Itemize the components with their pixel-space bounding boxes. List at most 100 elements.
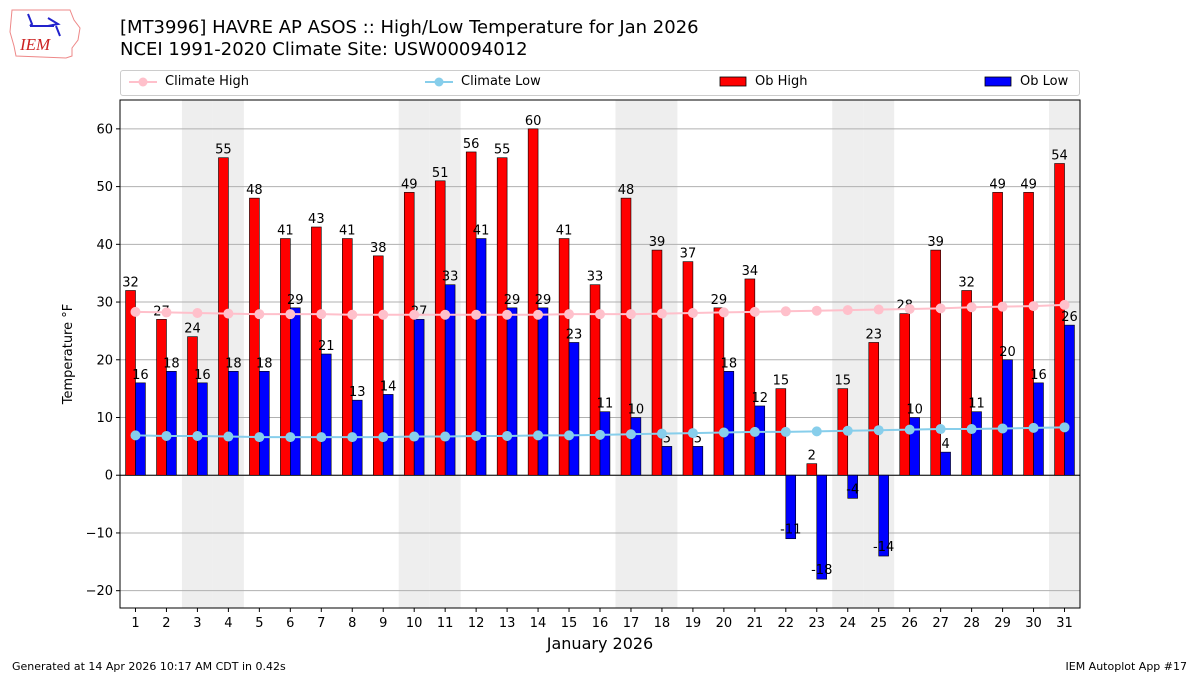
ob-low-bar bbox=[537, 307, 549, 476]
ob-high-bar bbox=[682, 261, 694, 476]
climate-high-point bbox=[749, 306, 760, 317]
ob-low-bar bbox=[909, 417, 920, 476]
x-tick-label: 29 bbox=[994, 616, 1011, 631]
ob-low-bar bbox=[940, 451, 951, 476]
ob-low-label: 11 bbox=[597, 397, 614, 412]
ob-high-label: 29 bbox=[711, 293, 728, 308]
climate-low-point bbox=[130, 430, 141, 441]
climate-low-point bbox=[161, 430, 172, 441]
ob-high-bar bbox=[496, 157, 508, 476]
ob-low-label: 13 bbox=[349, 385, 366, 400]
ob-high-bar bbox=[156, 319, 167, 476]
climate-high-point bbox=[378, 309, 389, 320]
iem-logo: IEM bbox=[9, 9, 81, 59]
climate-high-point bbox=[873, 304, 884, 315]
x-tick-label: 20 bbox=[716, 616, 733, 631]
x-tick-label: 10 bbox=[406, 616, 423, 631]
y-tick-label: −10 bbox=[86, 526, 113, 541]
climate-high-point bbox=[502, 309, 513, 320]
ob-low-label: 21 bbox=[318, 339, 335, 354]
climate-high-point bbox=[316, 309, 327, 320]
ob-low-bar bbox=[1002, 359, 1013, 476]
x-tick-label: 25 bbox=[870, 616, 887, 631]
ob-high-bar bbox=[558, 238, 570, 476]
ob-low-label: 12 bbox=[752, 391, 769, 406]
y-axis-label: Temperature °F bbox=[61, 304, 76, 405]
legend-label: Ob Low bbox=[1020, 74, 1069, 89]
ob-low-label: 18 bbox=[163, 356, 180, 371]
ob-high-bar bbox=[651, 249, 663, 476]
ob-low-bar bbox=[382, 394, 394, 476]
climate-low-point bbox=[811, 426, 822, 437]
climate-high-point bbox=[285, 309, 296, 320]
ob-low-label: 29 bbox=[504, 293, 521, 308]
x-tick-label: 26 bbox=[901, 616, 918, 631]
ob-high-label: 32 bbox=[958, 276, 975, 291]
ob-low-label: 18 bbox=[721, 356, 738, 371]
climate-high-point bbox=[1028, 301, 1039, 312]
ob-high-bar bbox=[744, 278, 756, 476]
y-tick-label: −20 bbox=[86, 584, 113, 599]
ob-low-label: -14 bbox=[873, 540, 894, 555]
climate-high-point bbox=[254, 309, 265, 320]
x-tick-label: 27 bbox=[932, 616, 949, 631]
climate-high-point bbox=[966, 302, 977, 313]
y-tick-label: 10 bbox=[96, 411, 113, 426]
ob-low-bar bbox=[320, 353, 332, 476]
weekend-shade bbox=[1049, 100, 1080, 608]
climate-low-point bbox=[533, 430, 544, 441]
climate-low-point bbox=[749, 426, 760, 437]
ob-high-label: 56 bbox=[463, 137, 480, 152]
x-tick-label: 11 bbox=[437, 616, 454, 631]
climate-low-point bbox=[471, 430, 482, 441]
x-tick-label: 5 bbox=[255, 616, 263, 631]
climate-low-point bbox=[502, 430, 513, 441]
x-tick-label: 12 bbox=[468, 616, 485, 631]
weekend-shade bbox=[429, 100, 461, 608]
ob-low-bar bbox=[847, 474, 858, 499]
ob-low-label: 33 bbox=[442, 270, 459, 285]
climate-high-point bbox=[161, 307, 172, 318]
footer-generated: Generated at 14 Apr 2026 10:17 AM CDT in… bbox=[12, 660, 286, 673]
x-tick-label: 21 bbox=[747, 616, 764, 631]
ob-high-label: 33 bbox=[587, 270, 604, 285]
x-tick-label: 30 bbox=[1025, 616, 1042, 631]
ob-high-bar bbox=[249, 197, 260, 476]
ob-high-bar bbox=[218, 157, 229, 476]
climate-low-point bbox=[192, 430, 203, 441]
climate-high-point bbox=[595, 309, 605, 320]
ob-low-bar bbox=[1033, 382, 1044, 476]
y-tick-label: 20 bbox=[96, 353, 113, 368]
ob-low-label: 5 bbox=[663, 431, 671, 446]
ob-high-label: 27 bbox=[153, 304, 170, 319]
weekend-shade bbox=[646, 100, 678, 608]
ob-low-bar bbox=[197, 382, 208, 476]
climate-low-point bbox=[904, 424, 915, 435]
ob-low-label: 16 bbox=[194, 368, 211, 383]
ob-low-bar bbox=[568, 342, 580, 476]
ob-low-bar bbox=[290, 307, 301, 476]
climate-high-point bbox=[130, 306, 141, 317]
chart-title: [MT3996] HAVRE AP ASOS :: High/Low Tempe… bbox=[120, 17, 699, 61]
ob-low-bar bbox=[878, 474, 889, 557]
ob-high-label: 49 bbox=[1020, 177, 1037, 192]
y-tick-label: 60 bbox=[96, 122, 113, 137]
ob-high-label: 32 bbox=[122, 276, 139, 291]
ob-high-bar bbox=[868, 342, 880, 476]
ob-low-bar bbox=[661, 446, 673, 476]
ob-low-bar bbox=[1064, 324, 1075, 476]
climate-low-point bbox=[316, 432, 327, 443]
x-axis-label: January 2026 bbox=[546, 634, 653, 653]
climate-high-point bbox=[935, 303, 946, 314]
climate-high-point bbox=[564, 309, 575, 320]
x-tick-label: 18 bbox=[654, 616, 671, 631]
plot-frame bbox=[119, 99, 1081, 609]
legend-ob-high: Ob High bbox=[719, 74, 808, 89]
x-tick-label: 8 bbox=[348, 616, 356, 631]
ob-high-bar bbox=[280, 238, 291, 476]
climate-high-point bbox=[223, 308, 234, 319]
ob-high-bar bbox=[589, 284, 601, 476]
climate-high-point bbox=[687, 308, 698, 319]
ob-low-label: 16 bbox=[132, 368, 149, 383]
